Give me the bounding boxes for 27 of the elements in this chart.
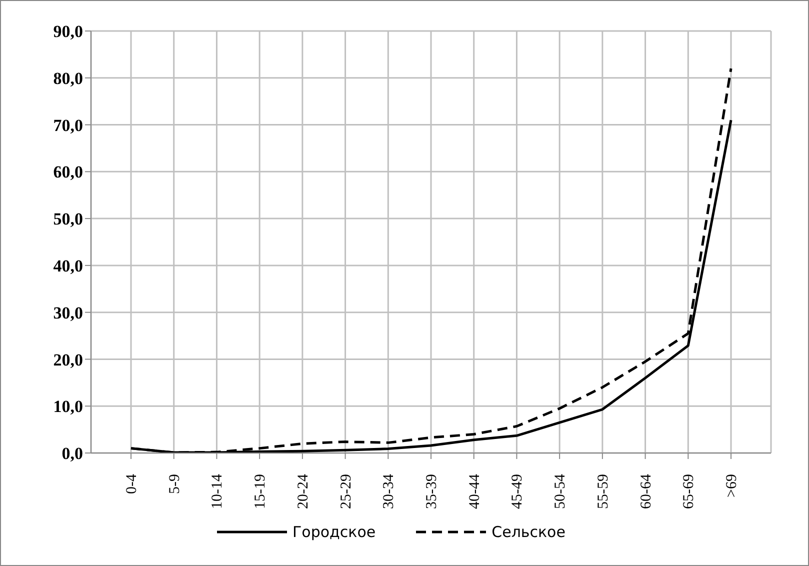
x-tick-label: 5-9 <box>166 474 183 494</box>
y-tick-label: 40,0 <box>53 256 83 276</box>
x-tick-label: 10-14 <box>210 474 226 509</box>
x-tick-label: 60-64 <box>638 474 654 509</box>
x-tick-label: >69 <box>724 474 740 498</box>
y-tick-label: 20,0 <box>53 350 83 370</box>
x-tick-label: 20-24 <box>295 474 312 509</box>
x-tick-label: 65-69 <box>681 474 698 509</box>
x-tick-label: 25-29 <box>338 474 354 509</box>
x-tick-label: 50-54 <box>552 474 569 509</box>
legend-label: Сельское <box>490 523 566 541</box>
y-tick-label: 10,0 <box>53 397 83 416</box>
x-tick-label: 55-59 <box>595 474 612 509</box>
y-tick-label: 90,0 <box>53 22 83 42</box>
y-tick-label: 60,0 <box>53 162 83 182</box>
y-tick-label: 70,0 <box>53 116 83 135</box>
x-tick-label: 35-39 <box>424 474 440 509</box>
y-tick-label: 50,0 <box>53 210 83 229</box>
legend-label: Городское <box>292 523 376 541</box>
x-tick-label: 30-34 <box>381 474 398 509</box>
y-tick-label: 80,0 <box>53 68 83 88</box>
x-tick-label: 15-19 <box>252 474 269 509</box>
x-tick-label: 0-4 <box>124 474 140 494</box>
x-tick-label: 40-44 <box>466 474 483 509</box>
x-tick-label: 45-49 <box>510 474 526 509</box>
y-tick-label: 0,0 <box>62 444 83 464</box>
y-tick-label: 30,0 <box>53 303 83 322</box>
